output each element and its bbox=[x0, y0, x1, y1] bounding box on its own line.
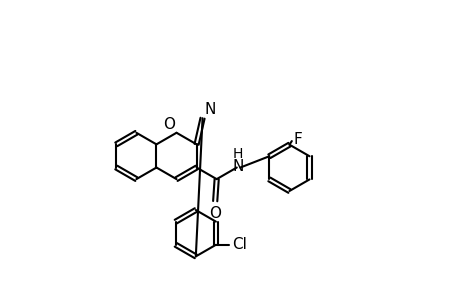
Text: H: H bbox=[232, 147, 243, 161]
Text: N: N bbox=[204, 102, 215, 117]
Text: O: O bbox=[162, 117, 175, 132]
Text: O: O bbox=[209, 206, 221, 220]
Text: F: F bbox=[293, 132, 302, 147]
Text: N: N bbox=[232, 159, 243, 174]
Text: Cl: Cl bbox=[232, 237, 246, 252]
